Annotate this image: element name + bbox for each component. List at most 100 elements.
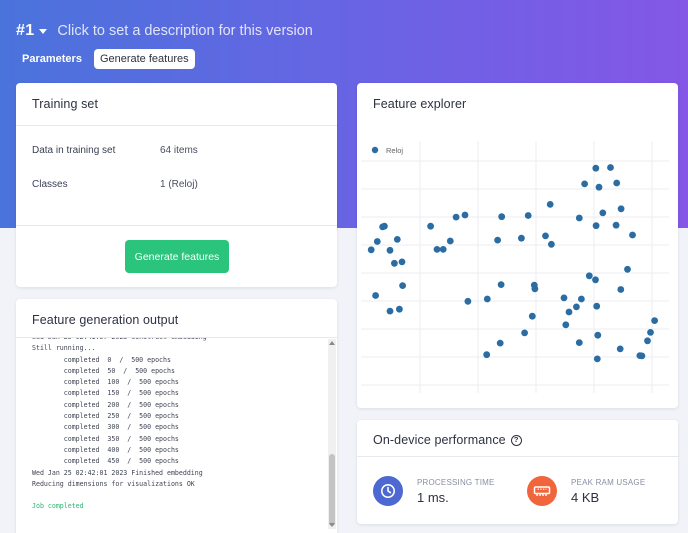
scatter-point[interactable] bbox=[483, 351, 491, 359]
scatter-point[interactable] bbox=[367, 246, 375, 254]
feature-output-title: Feature generation output bbox=[32, 313, 179, 327]
scatter-point[interactable] bbox=[524, 212, 532, 219]
log-line: completed 0 / 500 epochs bbox=[32, 355, 171, 364]
log-scrollbar[interactable] bbox=[328, 339, 336, 529]
scatter-point[interactable] bbox=[439, 246, 447, 253]
scatter-point[interactable] bbox=[593, 302, 601, 310]
feature-explorer-title: Feature explorer bbox=[373, 97, 467, 111]
scatter-point[interactable] bbox=[393, 236, 401, 243]
scatter-point[interactable] bbox=[398, 258, 406, 266]
scatter-point[interactable] bbox=[396, 305, 403, 313]
scatter-point[interactable] bbox=[464, 297, 472, 305]
scatter-point[interactable] bbox=[496, 339, 504, 347]
log-line: completed 400 / 500 epochs bbox=[32, 445, 179, 454]
log-line: completed 50 / 500 epochs bbox=[32, 366, 175, 375]
training-set-card: Training set Data in training set 64 ite… bbox=[16, 83, 337, 287]
scatter-point[interactable] bbox=[497, 281, 505, 288]
processing-time-value: 1 ms. bbox=[417, 489, 449, 505]
scatter-point[interactable] bbox=[575, 339, 583, 346]
log-line: completed 150 / 500 epochs bbox=[32, 389, 179, 398]
scatter-point[interactable] bbox=[575, 214, 583, 222]
scatter-point[interactable] bbox=[638, 352, 646, 360]
scatter-point[interactable] bbox=[612, 221, 620, 229]
scatter-point[interactable] bbox=[592, 164, 600, 172]
log-line: completed 250 / 500 epochs bbox=[32, 412, 179, 421]
scatter-point[interactable] bbox=[562, 321, 570, 329]
scatter-point[interactable] bbox=[595, 183, 603, 191]
scatter-point[interactable] bbox=[548, 240, 555, 248]
scroll-down-icon[interactable] bbox=[329, 523, 335, 527]
scatter-point[interactable] bbox=[386, 246, 394, 254]
scatter-point[interactable] bbox=[613, 179, 621, 187]
scatter-point[interactable] bbox=[594, 331, 602, 339]
version-number[interactable]: #1 bbox=[16, 22, 35, 39]
scatter-point[interactable] bbox=[528, 312, 536, 320]
scatter-point[interactable] bbox=[373, 238, 381, 245]
scatter-point[interactable] bbox=[521, 329, 528, 337]
output-log[interactable]: Wed Jan 25 02:41:57 2023 Construct embed… bbox=[16, 337, 337, 529]
scatter-point[interactable] bbox=[599, 209, 607, 217]
scatter-point[interactable] bbox=[446, 237, 454, 245]
version-selector[interactable]: #1 Click to set a description for this v… bbox=[16, 20, 313, 42]
scatter-point[interactable] bbox=[629, 231, 636, 239]
scatter-point[interactable] bbox=[581, 180, 588, 188]
tab-parameters[interactable]: Parameters bbox=[22, 53, 82, 65]
version-description[interactable]: Click to set a description for this vers… bbox=[57, 23, 313, 39]
scatter-point[interactable] bbox=[461, 211, 469, 219]
scatter-plot[interactable]: Reloj bbox=[357, 121, 678, 408]
scatter-point[interactable] bbox=[386, 307, 394, 315]
peak-ram-metric: PEAK RAM USAGE 4 KB bbox=[527, 476, 645, 506]
scatter-point[interactable] bbox=[607, 164, 614, 171]
scatter-point[interactable] bbox=[647, 329, 654, 336]
scroll-thumb[interactable] bbox=[329, 454, 335, 526]
scatter-point[interactable] bbox=[644, 337, 651, 345]
scatter-point[interactable] bbox=[452, 213, 460, 221]
tab-generate-features[interactable]: Generate features bbox=[93, 49, 195, 69]
divider bbox=[16, 225, 337, 226]
scatter-point[interactable] bbox=[391, 259, 398, 267]
scatter-point[interactable] bbox=[617, 286, 625, 293]
scatter-point[interactable] bbox=[578, 295, 585, 303]
divider bbox=[357, 456, 678, 457]
scatter-point[interactable] bbox=[381, 222, 388, 230]
scatter-point[interactable] bbox=[616, 345, 624, 353]
scatter-point[interactable] bbox=[593, 355, 601, 363]
scroll-up-icon[interactable] bbox=[329, 341, 335, 345]
scatter-point[interactable] bbox=[518, 234, 525, 242]
scatter-point[interactable] bbox=[651, 317, 658, 324]
scatter-point[interactable] bbox=[592, 222, 600, 230]
scatter-point[interactable] bbox=[585, 272, 593, 280]
scatter-point[interactable] bbox=[624, 265, 631, 273]
scatter-point[interactable] bbox=[565, 308, 573, 316]
divider bbox=[16, 125, 337, 126]
scatter-point[interactable] bbox=[372, 292, 379, 299]
scatter-point[interactable] bbox=[483, 295, 491, 303]
scatter-point[interactable] bbox=[427, 222, 434, 230]
performance-card: On-device performance ? PROCESSING TIME … bbox=[357, 420, 678, 524]
caret-down-icon[interactable] bbox=[39, 28, 48, 34]
scatter-point[interactable] bbox=[494, 236, 501, 244]
processing-time-label: PROCESSING TIME bbox=[417, 477, 495, 487]
scatter-point[interactable] bbox=[617, 205, 625, 213]
legend[interactable]: Reloj bbox=[371, 146, 404, 155]
scatter-point[interactable] bbox=[560, 294, 568, 302]
scatter-point[interactable] bbox=[573, 303, 580, 311]
scatter-point[interactable] bbox=[498, 213, 506, 221]
feature-output-card: Feature generation output Wed Jan 25 02:… bbox=[16, 299, 337, 533]
performance-title: On-device performance bbox=[373, 433, 506, 447]
scatter-point[interactable] bbox=[546, 201, 554, 208]
peak-ram-value: 4 KB bbox=[571, 489, 600, 505]
processing-time-metric: PROCESSING TIME 1 ms. bbox=[373, 476, 495, 506]
help-icon[interactable]: ? bbox=[510, 434, 522, 446]
scatter-point[interactable] bbox=[433, 246, 441, 253]
scatter-point[interactable] bbox=[542, 232, 549, 240]
scatter-point[interactable] bbox=[531, 285, 539, 293]
scatter-point[interactable] bbox=[399, 282, 406, 289]
classes-value: 1 (Reloj) bbox=[160, 179, 198, 190]
classes-label: Classes bbox=[32, 179, 68, 190]
log-line: Wed Jan 25 02:42:01 2023 Finished embedd… bbox=[32, 468, 203, 477]
log-line: completed 200 / 500 epochs bbox=[32, 400, 179, 409]
generate-features-button[interactable]: Generate features bbox=[125, 240, 229, 273]
training-data-row: Data in training set 64 items bbox=[32, 145, 198, 156]
scatter-point[interactable] bbox=[592, 276, 599, 284]
